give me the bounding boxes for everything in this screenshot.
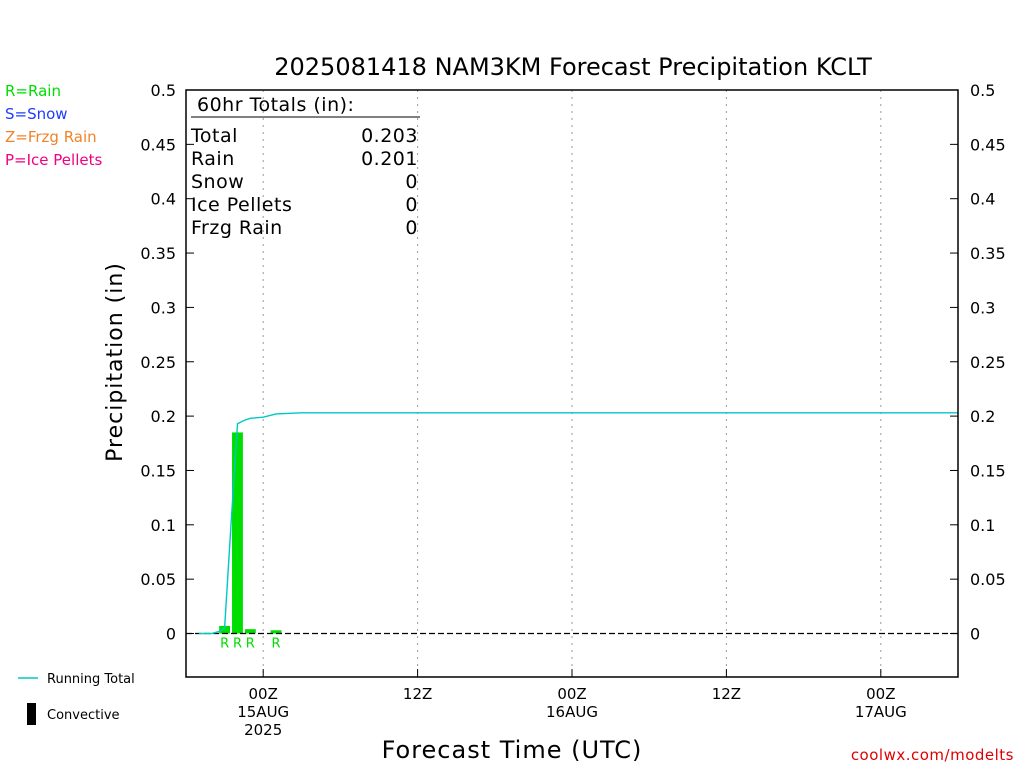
y-tick-label-right: 0.4 — [970, 190, 995, 209]
type-legend-item: Z=Frzg Rain — [5, 128, 97, 146]
totals-row-value: 0.203 — [361, 125, 418, 147]
x-tick-label: 15AUG — [237, 703, 289, 721]
y-tick-label-left: 0.1 — [151, 516, 176, 535]
y-tick-label-left: 0.25 — [140, 353, 176, 372]
x-tick-label: 00Z — [557, 685, 586, 703]
y-tick-label-left: 0.4 — [151, 190, 176, 209]
y-tick-label-right: 0 — [970, 625, 980, 644]
precip-type-label: R — [246, 637, 255, 652]
plot-frame — [185, 89, 959, 678]
totals-box: 60hr Totals (in): Total 0.203 Rain 0.201 Snow… — [190, 94, 420, 239]
running-total-line — [198, 412, 958, 635]
credit-text: coolwx.com/modelts — [851, 746, 1014, 764]
y-tick-label-left: 0 — [166, 625, 176, 644]
y-tick-label-right: 0.1 — [970, 516, 995, 535]
convective-legend-swatch — [27, 703, 36, 725]
y-tick-label-left: 0.05 — [140, 570, 176, 589]
y-axis-ticks: 0 00.05 0.050.1 0.10.15 0.150.2 0.20.25 0.250.… — [140, 81, 1005, 644]
type-legend-item: P=Ice Pellets — [5, 151, 102, 169]
precip-bar — [270, 630, 282, 634]
type-legend-item: S=Snow — [5, 105, 68, 123]
line-legend: Running Total Convective — [18, 672, 135, 725]
y-tick-label-right: 0.05 — [970, 570, 1006, 589]
totals-row-label: Ice Pellets — [191, 194, 292, 216]
y-tick-label-right: 0.15 — [970, 461, 1006, 480]
line-legend-label: Convective — [47, 708, 120, 723]
totals-row-value: 0 — [405, 194, 418, 216]
x-tick-label: 12Z — [712, 685, 741, 703]
totals-row-label: Frzg Rain — [191, 217, 283, 239]
x-tick-label: 12Z — [403, 685, 432, 703]
y-tick-label-right: 0.45 — [970, 135, 1006, 154]
precip-type-legend: R=Rain S=Snow Z=Frzg Rain P=Ice Pellets — [5, 82, 102, 169]
precip-type-label: R — [272, 637, 281, 652]
totals-row-value: 0 — [405, 217, 418, 239]
totals-row-label: Total — [190, 125, 238, 147]
type-legend-item: R=Rain — [5, 82, 61, 100]
precip-bar — [244, 629, 256, 634]
chart-title: 2025081418 NAM3KM Forecast Precipitation… — [274, 53, 872, 81]
y-tick-label-right: 0.3 — [970, 298, 995, 317]
totals-row-value: 0.201 — [361, 148, 418, 170]
line-legend-label: Running Total — [47, 672, 135, 687]
x-tick-label: 2025 — [244, 721, 282, 739]
x-axis-label: Forecast Time (UTC) — [382, 736, 643, 764]
y-tick-label-left: 0.35 — [140, 244, 176, 263]
totals-header: 60hr Totals (in): — [197, 94, 354, 116]
y-tick-label-right: 0.25 — [970, 353, 1006, 372]
y-tick-label-left: 0.5 — [151, 81, 176, 100]
totals-row-label: Rain — [191, 148, 235, 170]
precip-bar — [232, 432, 243, 634]
precip-bar — [219, 625, 231, 634]
x-tick-label: 17AUG — [855, 703, 907, 721]
y-tick-label-left: 0.2 — [151, 407, 176, 426]
y-tick-label-left: 0.3 — [151, 298, 176, 317]
y-tick-label-right: 0.5 — [970, 81, 995, 100]
y-tick-label-right: 0.35 — [970, 244, 1006, 263]
precip-type-label: R — [233, 637, 242, 652]
totals-row-label: Snow — [191, 171, 244, 193]
x-tick-label: 00Z — [249, 685, 278, 703]
precip-type-label: R — [220, 637, 229, 652]
totals-row-value: 0 — [405, 171, 418, 193]
y-tick-label-left: 0.45 — [140, 135, 176, 154]
x-tick-label: 00Z — [866, 685, 895, 703]
x-tick-label: 16AUG — [546, 703, 598, 721]
y-tick-label-right: 0.2 — [970, 407, 995, 426]
y-tick-label-left: 0.15 — [140, 461, 176, 480]
x-gridlines — [262, 90, 882, 677]
y-axis-label: Precipitation (in) — [103, 262, 128, 462]
